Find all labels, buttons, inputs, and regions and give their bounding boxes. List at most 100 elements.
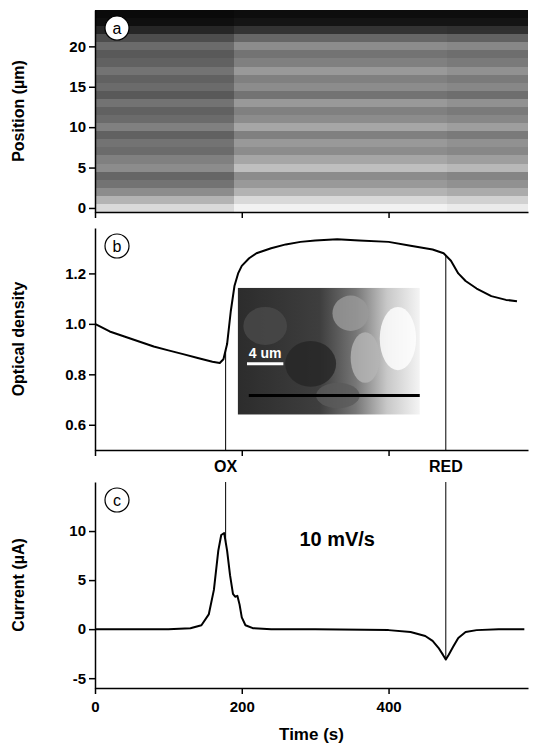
panel-label-badge (105, 234, 129, 258)
heatmap-cell (95, 147, 234, 155)
heatmap-cell (95, 131, 234, 139)
y-axis-title: Optical density (10, 282, 27, 397)
x-tick-label: 400 (377, 698, 402, 715)
heatmap-cell (234, 180, 447, 188)
heatmap-cell (95, 67, 234, 75)
heatmap-cell (447, 131, 528, 139)
x-axis: 0 200 400 (91, 688, 528, 715)
y-tick-mark (89, 324, 95, 326)
heatmap-cell (95, 204, 234, 212)
y-tick: 0.8 (65, 366, 95, 383)
panel-label: b (113, 238, 122, 255)
heatmap-cell (95, 164, 234, 172)
heatmap-cell (447, 58, 528, 66)
y-tick-label: 1.0 (65, 315, 86, 332)
heatmap-cell (95, 107, 234, 115)
heatmap-cell (95, 83, 234, 91)
x-tick-label: 200 (230, 698, 255, 715)
event-line (445, 255, 446, 450)
inset-profile-line (249, 394, 420, 397)
y-tick-mark (89, 87, 95, 89)
x-tick-mark (388, 688, 390, 694)
heatmap-cell (447, 99, 528, 107)
y-tick-label: 1.2 (65, 265, 86, 282)
heatmap-cell (234, 196, 447, 204)
x-tick: 400 (377, 688, 402, 715)
heatmap-cell (447, 164, 528, 172)
y-axis-line (95, 11, 97, 213)
panel-label-badge (105, 488, 129, 512)
y-tick: 5 (78, 159, 95, 176)
x-tick-mark (242, 450, 244, 456)
x-tick-mark (388, 212, 390, 218)
y-axis-line (95, 483, 97, 689)
y-axis-line (95, 229, 97, 451)
heatmap-cell (234, 83, 447, 91)
x-tick-mark (388, 450, 390, 456)
heatmap-cell (95, 188, 234, 196)
y-axis: 0.6 0.8 1.0 1.2 (65, 229, 95, 451)
heatmap-cell (234, 26, 447, 34)
inset-scale-label: 4 um (249, 345, 282, 361)
heatmap-cell (95, 50, 234, 58)
inset-texture (380, 307, 416, 370)
heatmap-cell (234, 147, 447, 155)
heatmap-cell (447, 188, 528, 196)
heatmap-cell (234, 172, 447, 180)
heatmap-cell (234, 67, 447, 75)
y-tick-label: 0.6 (65, 416, 86, 433)
y-tick-mark (89, 127, 95, 129)
heatmap-cell (447, 180, 528, 188)
x-axis-line (96, 450, 529, 452)
heatmap-cell (95, 75, 234, 83)
heatmap-cell (447, 83, 528, 91)
x-axis-line (96, 688, 529, 690)
y-tick: 10 (69, 522, 95, 539)
heatmap-cell (95, 155, 234, 163)
heatmap-cell (447, 172, 528, 180)
y-tick: 20 (69, 38, 95, 55)
y-tick-mark (89, 273, 95, 275)
x-tick-mark (95, 688, 97, 694)
y-tick-mark (89, 167, 95, 169)
panel-label: c (113, 492, 121, 509)
y-tick-label: 5 (78, 571, 86, 588)
x-axis (96, 212, 529, 218)
y-tick: -5 (73, 669, 95, 686)
heatmap-cell (234, 107, 447, 115)
heatmap-cell (447, 18, 528, 26)
heatmap-cell (447, 34, 528, 42)
y-tick-label: 0.8 (65, 366, 86, 383)
event-line (225, 482, 226, 542)
y-tick-label: 0 (78, 199, 86, 216)
y-tick-label: 15 (69, 78, 86, 95)
x-tick-mark (95, 450, 97, 456)
heatmap-cell (447, 10, 528, 18)
heatmap-cell (234, 123, 447, 131)
y-tick-label: -5 (73, 669, 86, 686)
y-tick-label: 0 (78, 620, 86, 637)
figure: 05101520Position (µm)0.60.81.01.2Optical… (0, 0, 540, 749)
x-tick-label: 0 (91, 698, 99, 715)
heatmap-cell (447, 26, 528, 34)
y-tick: 5 (78, 571, 95, 588)
x-tick (389, 212, 390, 218)
plot-area-0 (95, 10, 528, 212)
x-axis-title: Time (s) (279, 725, 344, 744)
event-line (445, 482, 446, 660)
y-tick-mark (89, 580, 95, 582)
heatmap-cell (234, 139, 447, 147)
y-tick-mark (89, 425, 95, 427)
heatmap-cell (234, 34, 447, 42)
inset-texture (243, 307, 287, 345)
inset: 4 um (238, 288, 420, 415)
y-tick: 0 (78, 620, 95, 637)
y-tick-mark (89, 531, 95, 533)
x-tick (95, 212, 96, 218)
heatmap-cell (234, 50, 447, 58)
y-tick-mark (89, 46, 95, 48)
heatmap-cell (234, 10, 447, 18)
y-axis: -5 0 5 10 (69, 483, 95, 689)
y-tick-mark (89, 208, 95, 210)
heatmap-cell (447, 67, 528, 75)
